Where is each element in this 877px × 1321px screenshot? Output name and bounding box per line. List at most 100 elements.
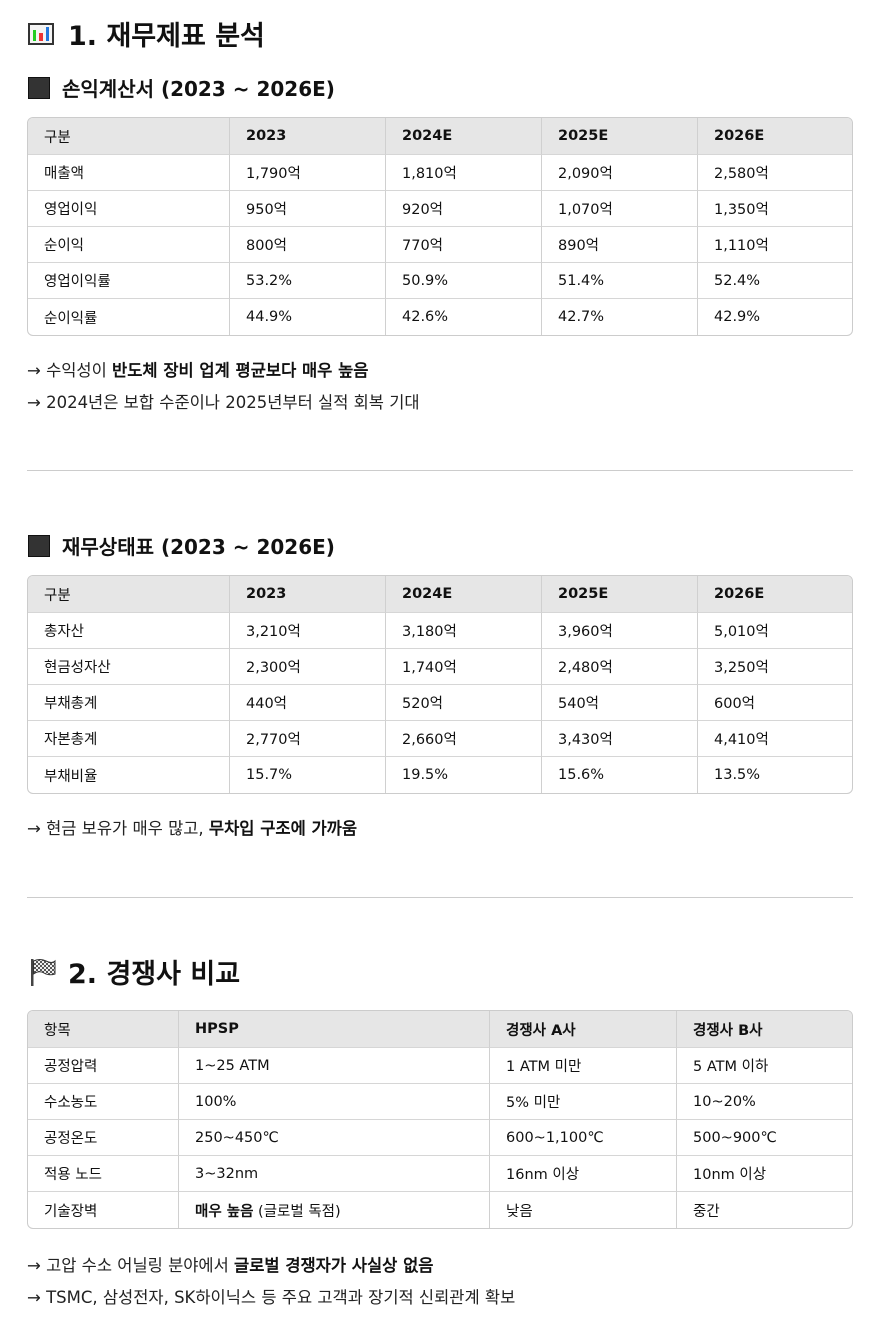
table-header: 2026E: [698, 118, 852, 155]
table-cell: 3~32nm: [179, 1156, 490, 1192]
table-cell: 250~450℃: [179, 1120, 490, 1156]
table-cell: 부채비율: [28, 757, 230, 793]
table-cell: 3,960억: [542, 613, 698, 649]
table-cell: 16nm 이상: [490, 1156, 677, 1192]
table-row: 수소농도 100% 5% 미만 10~20%: [28, 1084, 852, 1120]
table-cell: 440억: [230, 685, 386, 721]
table-cell: 수소농도: [28, 1084, 179, 1120]
checkered-flag-icon: [31, 958, 56, 986]
table-header: 2025E: [542, 576, 698, 613]
balance-sheet-heading: 재무상태표 (2023 ~ 2026E): [28, 531, 335, 560]
table-cell: 1 ATM 미만: [490, 1048, 677, 1084]
balance-sheet-table: 구분 2023 2024E 2025E 2026E 총자산 3,210억 3,180…: [27, 575, 853, 794]
table-cell: 600~1,100℃: [490, 1120, 677, 1156]
table-cell: 3,250억: [698, 649, 852, 685]
table-cell: 순이익: [28, 227, 230, 263]
table-cell: 낮음: [490, 1192, 677, 1228]
income-note-1: → 수익성이 반도체 장비 업계 평균보다 매우 높음: [27, 361, 369, 380]
table-header: 2026E: [698, 576, 852, 613]
table-cell: 3,180억: [386, 613, 542, 649]
table-cell: 2,300억: [230, 649, 386, 685]
table-row: 공정압력 1~25 ATM 1 ATM 미만 5 ATM 이하: [28, 1048, 852, 1084]
table-cell: 현금성자산: [28, 649, 230, 685]
competitor-note-1: → 고압 수소 어닐링 분야에서 글로벌 경쟁자가 사실상 없음: [27, 1256, 434, 1275]
table-cell: 52.4%: [698, 263, 852, 299]
table-cell: 부채총계: [28, 685, 230, 721]
table-cell: 공정압력: [28, 1048, 179, 1084]
table-cell: 15.7%: [230, 757, 386, 793]
table-row: 순이익 800억 770억 890억 1,110억: [28, 227, 852, 263]
table-cell: 44.9%: [230, 299, 386, 335]
table-row: 순이익률 44.9% 42.6% 42.7% 42.9%: [28, 299, 852, 335]
table-row: 영업이익률 53.2% 50.9% 51.4% 52.4%: [28, 263, 852, 299]
table-row: 적용 노드 3~32nm 16nm 이상 10nm 이상: [28, 1156, 852, 1192]
black-square-icon: [28, 534, 50, 557]
table-cell: 10~20%: [677, 1084, 852, 1120]
table-header: 2023: [230, 118, 386, 155]
table-cell: 540억: [542, 685, 698, 721]
table-cell: 10nm 이상: [677, 1156, 852, 1192]
table-header: 구분: [28, 118, 230, 155]
table-cell: 3,210억: [230, 613, 386, 649]
income-statement-table: 구분 2023 2024E 2025E 2026E 매출액 1,790억 1,810…: [27, 117, 853, 336]
table-cell: 영업이익: [28, 191, 230, 227]
table-cell: 자본총계: [28, 721, 230, 757]
table-cell: 4,410억: [698, 721, 852, 757]
table-row: 총자산 3,210억 3,180억 3,960억 5,010억: [28, 613, 852, 649]
table-row: 공정온도 250~450℃ 600~1,100℃ 500~900℃: [28, 1120, 852, 1156]
table-header: HPSP: [179, 1011, 490, 1048]
table-cell: 51.4%: [542, 263, 698, 299]
table-cell: 매출액: [28, 155, 230, 191]
table-cell: 영업이익률: [28, 263, 230, 299]
table-cell: 800억: [230, 227, 386, 263]
table-cell: 3,430억: [542, 721, 698, 757]
table-cell: 공정온도: [28, 1120, 179, 1156]
table-row: 영업이익 950억 920억 1,070억 1,350억: [28, 191, 852, 227]
table-cell: 15.6%: [542, 757, 698, 793]
table-header: 2024E: [386, 118, 542, 155]
income-statement-heading: 손익계산서 (2023 ~ 2026E): [28, 73, 335, 102]
table-cell: 42.9%: [714, 309, 761, 325]
table-row: 부채총계 440억 520억 540억 600억: [28, 685, 852, 721]
section-heading-financials: 1. 재무제표 분석: [28, 14, 265, 53]
income-note-2: → 2024년은 보합 수준이나 2025년부터 실적 회복 기대: [27, 393, 420, 412]
black-square-icon: [28, 76, 50, 99]
table-cell: 770억: [386, 227, 542, 263]
table-row: 매출액 1,790억 1,810억 2,090억 2,580억: [28, 155, 852, 191]
table-cell: 2,090억: [542, 155, 698, 191]
competitor-note-2: → TSMC, 삼성전자, SK하이닉스 등 주요 고객과 장기적 신뢰관계 확…: [27, 1288, 516, 1307]
table-cell: 42.6%: [386, 299, 542, 335]
table-cell: 매우 높음 (글로벌 독점): [179, 1192, 490, 1228]
table-cell: 중간: [693, 1203, 720, 1220]
section-heading-competitors: 2. 경쟁사 비교: [28, 952, 240, 991]
table-cell: 2,480억: [542, 649, 698, 685]
table-cell: 42.7%: [542, 299, 698, 335]
table-cell: 적용 노드: [28, 1156, 179, 1192]
table-cell: 50.9%: [386, 263, 542, 299]
table-cell: 950억: [230, 191, 386, 227]
table-row: 기술장벽 매우 높음 (글로벌 독점) 낮음 중간: [28, 1192, 852, 1228]
table-cell: 1,740억: [386, 649, 542, 685]
table-cell: 1~25 ATM: [179, 1048, 490, 1084]
table-cell: 1,070억: [542, 191, 698, 227]
table-header: 2023: [230, 576, 386, 613]
table-cell: 2,770억: [230, 721, 386, 757]
balance-note-1: → 현금 보유가 매우 많고, 무차입 구조에 가까움: [27, 819, 358, 838]
table-cell: 19.5%: [386, 757, 542, 793]
table-cell: 2,580억: [698, 155, 852, 191]
table-header: 구분: [28, 576, 230, 613]
table-cell: 총자산: [28, 613, 230, 649]
table-header: 항목: [28, 1011, 179, 1048]
table-row: 자본총계 2,770억 2,660억 3,430억 4,410억: [28, 721, 852, 757]
divider: [27, 897, 853, 898]
table-cell: 1,790억: [230, 155, 386, 191]
table-header: 2025E: [542, 118, 698, 155]
table-cell: 1,350억: [698, 191, 852, 227]
divider: [27, 470, 853, 471]
competitor-table: 항목 HPSP 경쟁사 A사 경쟁사 B사 공정압력 1~25 ATM 1 ATM …: [27, 1010, 853, 1229]
table-header: 경쟁사 A사: [490, 1011, 677, 1048]
table-cell: 5,010억: [698, 613, 852, 649]
table-row: 현금성자산 2,300억 1,740억 2,480억 3,250억: [28, 649, 852, 685]
table-cell: 1,810억: [386, 155, 542, 191]
table-cell: 5% 미만: [490, 1084, 677, 1120]
